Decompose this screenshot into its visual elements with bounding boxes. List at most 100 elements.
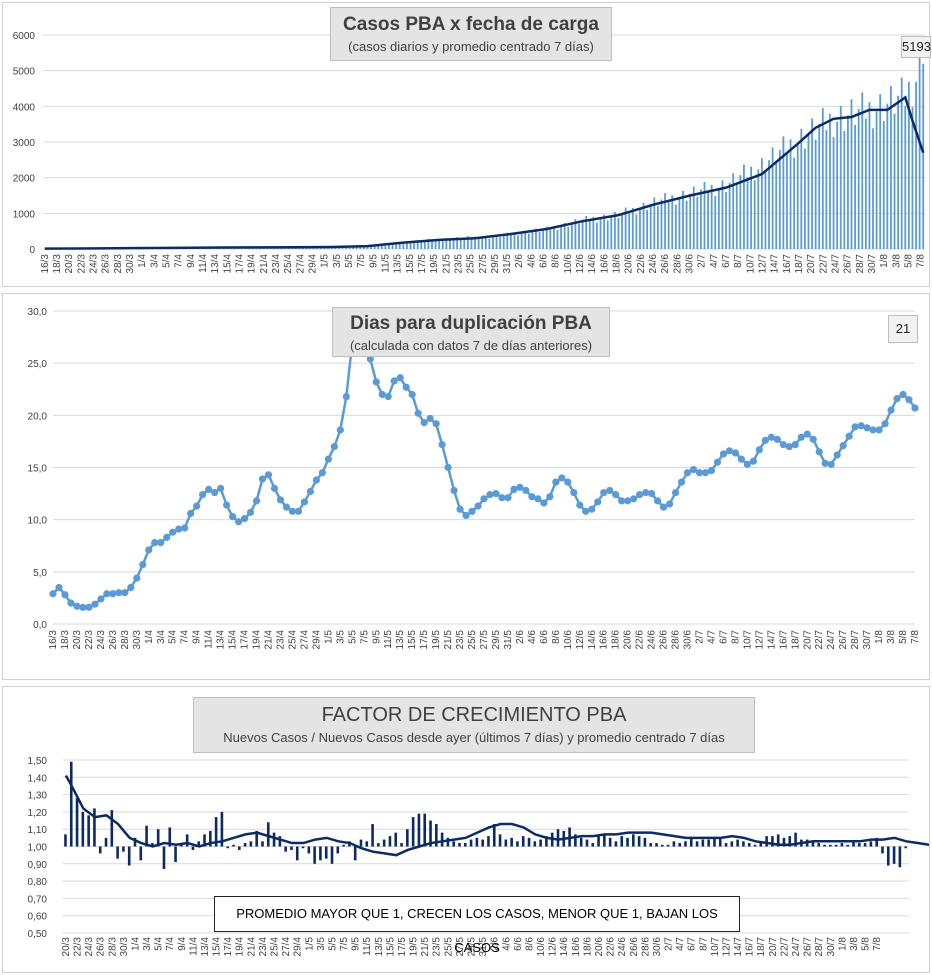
bar <box>336 846 340 854</box>
x-tick-label: 17/5 <box>419 630 430 650</box>
x-tick-label: 30/7 <box>826 937 837 957</box>
data-point <box>546 493 554 501</box>
x-tick-label: 20/3 <box>64 254 75 274</box>
bar <box>918 55 921 249</box>
bar <box>684 841 687 847</box>
bar <box>747 843 751 847</box>
data-point <box>791 440 799 449</box>
bar <box>707 192 709 249</box>
data-point <box>199 491 207 499</box>
bar <box>736 839 739 847</box>
bar <box>904 105 907 249</box>
moving-average-line <box>64 774 929 857</box>
bar <box>388 243 390 249</box>
y-tick-label: 0,80 <box>28 877 48 888</box>
x-tick-label: 18/6 <box>612 254 623 274</box>
bar <box>423 813 427 847</box>
bar <box>191 846 195 850</box>
data-point <box>630 495 638 503</box>
data-point <box>893 395 901 403</box>
doubling-chart-subtitle: (calculada con datos 7 de días anteriore… <box>349 338 593 353</box>
y-tick-label: 0,70 <box>28 894 48 905</box>
bar <box>435 824 438 847</box>
bar <box>649 843 653 847</box>
x-tick-label: 9/4 <box>186 254 197 268</box>
data-point <box>594 498 602 506</box>
bar <box>502 234 505 249</box>
bar <box>499 237 502 249</box>
bar <box>237 846 241 850</box>
x-tick-label: 4/6 <box>501 937 512 951</box>
cases-chart-title: Casos PBA x fecha de carga <box>343 14 599 35</box>
x-tick-label: 13/5 <box>374 937 385 957</box>
bar <box>498 834 502 847</box>
x-tick-label: 28/7 <box>855 254 866 274</box>
bar <box>243 843 247 847</box>
data-point <box>659 503 668 511</box>
bar <box>760 158 763 249</box>
bar <box>110 810 114 847</box>
x-tick-label: 20/3 <box>72 630 83 650</box>
bar <box>581 219 584 249</box>
bar <box>185 834 189 847</box>
data-point <box>606 486 614 495</box>
x-tick-label: 16/6 <box>571 937 582 957</box>
x-tick-label: 20/7 <box>802 630 813 650</box>
x-tick-label: 4/6 <box>527 630 538 644</box>
bar <box>370 246 372 249</box>
data-point <box>49 590 57 598</box>
bar <box>553 226 555 249</box>
x-tick-label: 2/6 <box>514 254 525 268</box>
bar <box>445 238 448 249</box>
bar <box>759 841 763 847</box>
bar <box>717 188 720 249</box>
bar <box>466 236 469 249</box>
y-tick-label: 0 <box>29 245 35 256</box>
data-point <box>372 378 380 386</box>
x-tick-label: 19/4 <box>247 254 258 274</box>
bar <box>359 246 362 249</box>
x-tick-label: 17/4 <box>234 254 245 274</box>
x-tick-label: 20/6 <box>624 254 635 274</box>
bar <box>782 837 786 847</box>
x-tick-label: 31/5 <box>502 254 513 274</box>
data-point <box>504 494 512 502</box>
data-point <box>480 495 488 503</box>
data-point <box>264 471 273 479</box>
x-tick-label: 26/7 <box>843 254 854 274</box>
x-tick-label: 16/3 <box>40 254 51 274</box>
x-tick-label: 19/5 <box>409 937 420 957</box>
bar <box>643 837 647 847</box>
bar <box>579 837 583 847</box>
bar <box>366 246 369 249</box>
x-tick-label: 7/5 <box>339 937 350 951</box>
bar <box>786 153 788 249</box>
x-tick-label: 22/3 <box>76 254 87 274</box>
bar <box>811 118 813 249</box>
bar <box>533 841 537 847</box>
data-point <box>905 396 913 404</box>
x-tick-label: 10/7 <box>745 254 756 274</box>
bar <box>886 103 889 250</box>
bar <box>915 82 917 250</box>
x-tick-label: 28/3 <box>113 254 124 274</box>
data-point <box>390 377 398 385</box>
bar <box>388 836 392 847</box>
data-point <box>205 485 213 494</box>
bar <box>423 240 426 249</box>
x-tick-label: 3/8 <box>891 254 902 268</box>
x-tick-label: 22/6 <box>635 630 646 650</box>
x-tick-label: 28/6 <box>640 937 651 957</box>
bar <box>904 846 907 849</box>
x-tick-label: 30/6 <box>683 630 694 650</box>
bar <box>610 216 613 249</box>
bar <box>574 219 577 249</box>
x-tick-label: 20/7 <box>768 937 779 957</box>
data-point <box>193 502 201 510</box>
bar <box>313 846 316 864</box>
y-tick-label: 25,0 <box>28 359 48 370</box>
bar <box>214 817 218 847</box>
x-tick-label: 10/7 <box>710 937 721 957</box>
data-point <box>330 443 338 451</box>
x-tick-label: 15/4 <box>228 630 239 650</box>
